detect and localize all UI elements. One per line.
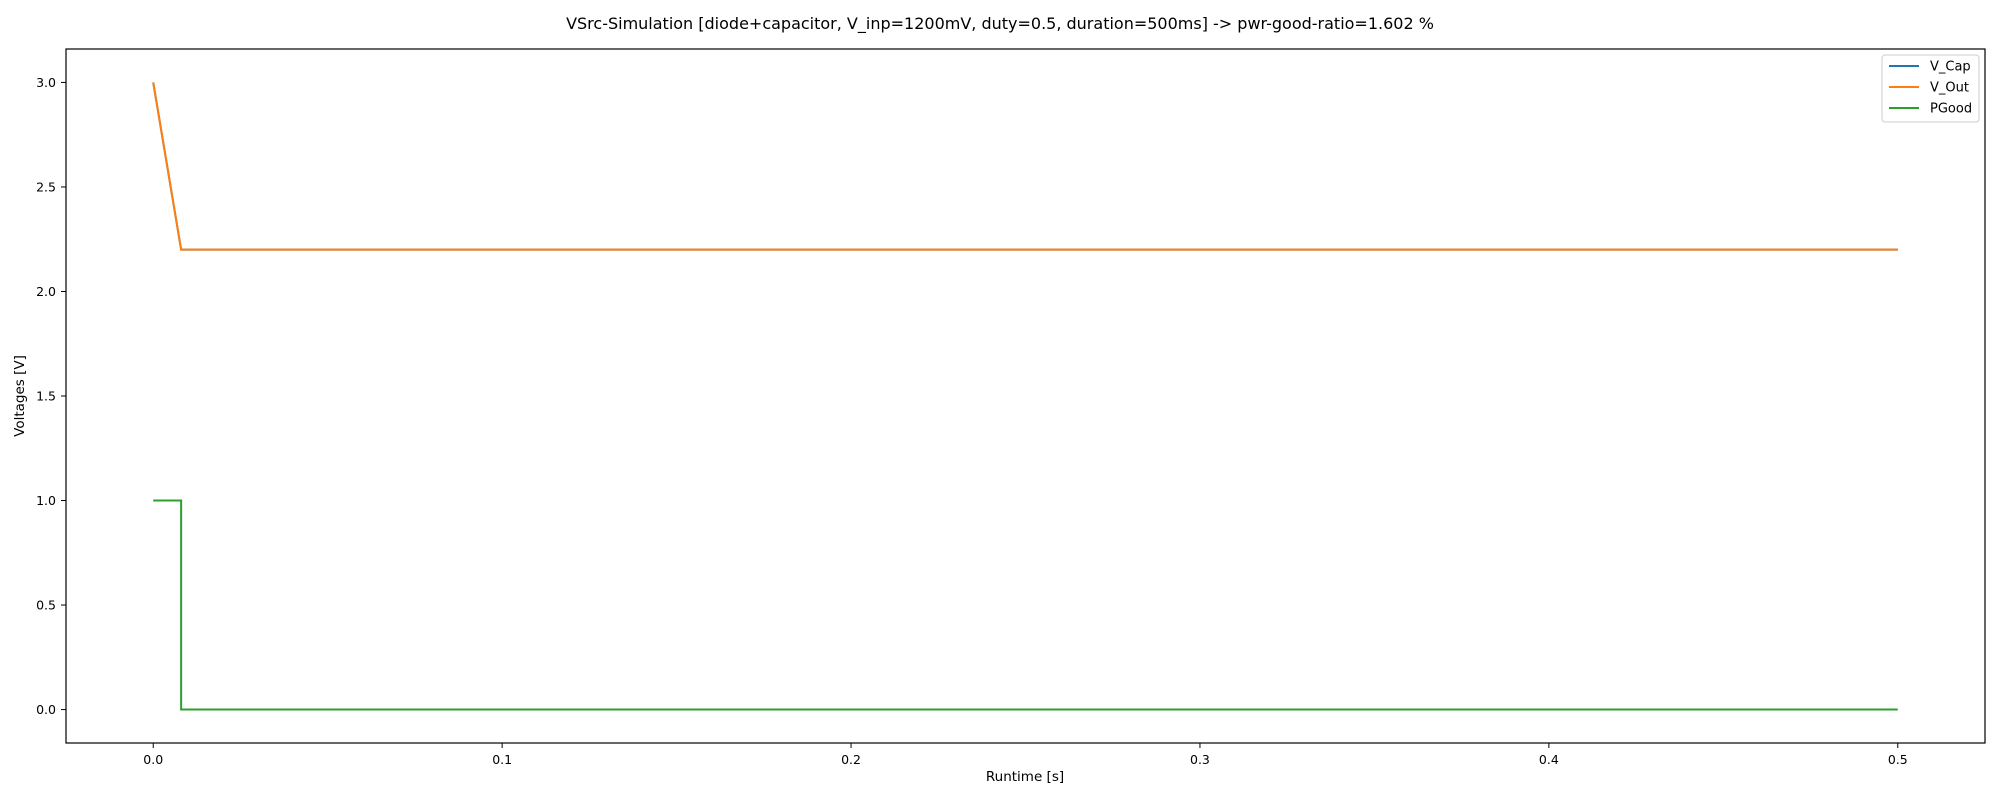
legend-label-pgood: PGood (1930, 102, 1972, 117)
y-tick-label: 2.5 (36, 179, 56, 194)
chart-title: VSrc-Simulation [diode+capacitor, V_inp=… (566, 14, 1434, 34)
legend: V_Cap V_Out PGood (1881, 54, 1980, 123)
x-tick-label: 0.0 (143, 752, 163, 767)
legend-label-v-out: V_Out (1930, 81, 1969, 96)
x-axis-label: Runtime [s] (986, 769, 1064, 785)
plot-frame (65, 48, 1986, 744)
x-tick-label: 0.4 (1539, 752, 1559, 767)
y-axis: 0.0 0.5 1.0 1.5 2.0 2.5 3.0 (36, 75, 66, 717)
x-tick-label: 0.2 (841, 752, 861, 767)
x-axis: 0.0 0.1 0.2 0.3 0.4 0.5 (143, 743, 1908, 767)
y-tick-label: 1.0 (36, 493, 56, 508)
legend-box (1881, 54, 1980, 123)
series-line-v-out (152, 82, 1898, 251)
x-tick-label: 0.3 (1190, 752, 1210, 767)
y-axis-label: Voltages [V] (12, 355, 28, 437)
y-tick-label: 1.5 (36, 389, 56, 404)
series-line-v-cap (152, 82, 1898, 251)
y-tick-label: 0.5 (36, 598, 56, 613)
y-tick-label: 0.0 (36, 702, 56, 717)
series-line-pgood (153, 499, 1898, 711)
plot-area (152, 82, 1898, 711)
x-tick-label: 0.1 (492, 752, 512, 767)
x-tick-label: 0.5 (1888, 752, 1908, 767)
y-tick-label: 3.0 (36, 75, 56, 90)
y-tick-label: 2.0 (36, 284, 56, 299)
legend-label-v-cap: V_Cap (1930, 60, 1971, 75)
